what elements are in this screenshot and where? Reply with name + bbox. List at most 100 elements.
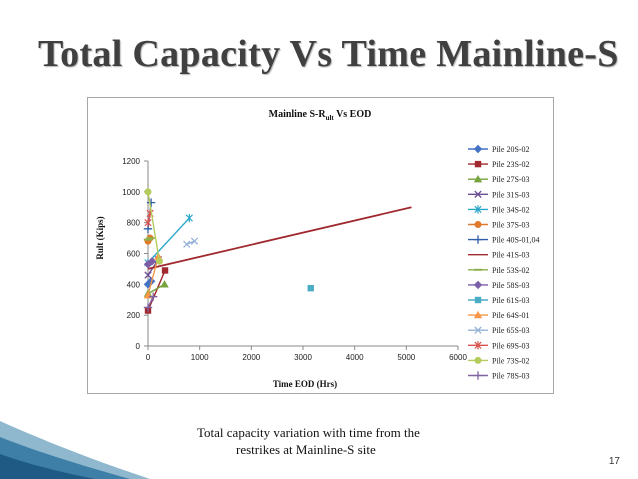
legend-item: Pile 20S-02: [468, 144, 530, 154]
legend-label: Pile 41S-03: [492, 251, 530, 260]
data-point: [474, 221, 482, 228]
legend-item: Pile 61S-03: [468, 296, 530, 305]
series-line: [147, 191, 161, 262]
legend: Pile 20S-02 Pile 23S-02 Pile 27S-03 Pile 31…: [468, 144, 540, 381]
data-point: [473, 144, 483, 154]
chart-title: Mainline S-Rult Vs EOD: [269, 109, 372, 122]
plot-layer: 0 200 400 600 800 1000 1200 0 1000 2000 3000 4000 50…: [122, 157, 467, 362]
series-8: [143, 237, 155, 241]
series-15: [143, 292, 158, 312]
legend-label: Pile 37S-03: [492, 221, 530, 230]
legend-item: Pile 37S-03: [468, 221, 530, 230]
series-14: [144, 188, 163, 265]
legend-item: Pile 69S-03: [468, 341, 530, 350]
x-tick-label: 0: [146, 353, 151, 362]
data-point: [190, 237, 199, 245]
data-point: [161, 267, 169, 274]
data-point: [473, 235, 483, 244]
corner-decoration: [0, 421, 150, 479]
x-tick-label: 1000: [191, 353, 209, 362]
legend-item: Pile 31S-03: [468, 190, 530, 199]
legend-label: Pile 20S-02: [492, 145, 530, 154]
legend-item: Pile 41S-03: [468, 251, 530, 260]
data-point: [144, 271, 152, 279]
legend-label: Pile 27S-03: [492, 175, 530, 184]
y-tick-label: 600: [127, 250, 141, 259]
y-tick-label: 1200: [122, 157, 140, 166]
chart-svg: Mainline S-Rult Vs EOD Time EOD (Hrs) Ru…: [95, 109, 540, 389]
series-7: [147, 206, 412, 270]
data-point: [473, 175, 483, 183]
chart-title-subscript: ult: [326, 114, 335, 122]
series-line: [147, 270, 166, 311]
legend-label: Pile 61S-03: [492, 296, 530, 305]
y-axis-label: Rult (Kips): [95, 216, 105, 259]
slide-title: Total Capacity Vs Time Mainline-S: [38, 33, 619, 75]
data-point: [474, 190, 482, 198]
data-point: [160, 280, 169, 288]
y-tick-label: 200: [127, 311, 141, 320]
x-tick-label: 5000: [397, 353, 415, 362]
x-tick-label: 3000: [294, 353, 312, 362]
y-tick-label: 0: [136, 342, 141, 351]
y-tick-label: 1000: [122, 188, 140, 197]
chart-title-suffix: Vs EOD: [334, 109, 372, 120]
data-point: [183, 240, 191, 248]
data-point: [307, 284, 314, 292]
legend-item: Pile 27S-03: [468, 175, 530, 184]
legend-label: Pile 65S-03: [492, 326, 530, 335]
series-line: [147, 206, 412, 270]
chart-frame: Mainline S-Rult Vs EOD Time EOD (Hrs) Ru…: [87, 97, 554, 394]
legend-label: Pile 73S-02: [492, 356, 530, 365]
page-number: 17: [608, 456, 620, 467]
data-point: [143, 303, 153, 312]
series-9: [143, 257, 157, 269]
legend-label: Pile 78S-03: [492, 372, 530, 381]
x-tick-label: 2000: [242, 353, 260, 362]
legend-item: Pile 53S-02: [468, 266, 530, 275]
legend-item: Pile 64S-01: [468, 310, 530, 320]
legend-label: Pile 40S-01,04: [492, 236, 540, 245]
series-10: [307, 284, 314, 292]
data-point: [474, 160, 482, 168]
data-point: [144, 188, 152, 196]
corner-wave-dark: [0, 454, 95, 479]
data-point: [474, 205, 482, 214]
series-12: [183, 237, 199, 248]
legend-item: Pile 23S-02: [468, 160, 530, 169]
data-point: [474, 341, 482, 350]
legend-item: Pile 40S-01,04: [468, 235, 540, 245]
data-point: [473, 310, 483, 319]
data-point: [148, 292, 158, 301]
legend-item: Pile 58S-03: [468, 280, 530, 290]
series-13: [144, 209, 154, 227]
legend-label: Pile 58S-03: [492, 281, 530, 290]
series-line: [147, 296, 154, 308]
legend-label: Pile 69S-03: [492, 341, 530, 350]
data-point: [144, 218, 152, 227]
caption: Total capacity variation with time from …: [180, 424, 500, 458]
y-tick-label: 400: [127, 280, 141, 289]
chart-title-main: Mainline S-R: [269, 109, 327, 120]
legend-item: Pile 34S-02: [468, 205, 530, 214]
caption-line-2: restrikes at Mainline-S site: [236, 442, 376, 457]
legend-label: Pile 23S-02: [492, 160, 530, 169]
x-tick-label: 6000: [449, 353, 467, 362]
legend-item: Pile 73S-02: [468, 356, 530, 365]
legend-item: Pile 78S-03: [468, 371, 530, 381]
data-point: [155, 257, 163, 265]
data-point: [474, 296, 482, 304]
legend-label: Pile 31S-03: [492, 190, 530, 199]
y-tick-label: 800: [127, 219, 141, 228]
data-point: [473, 280, 483, 290]
data-point: [147, 257, 157, 266]
caption-line-1: Total capacity variation with time from …: [197, 425, 420, 440]
x-tick-label: 4000: [346, 353, 364, 362]
x-axis-label: Time EOD (Hrs): [273, 379, 337, 389]
legend-label: Pile 64S-01: [492, 311, 530, 320]
data-point: [146, 198, 156, 207]
data-point: [474, 326, 482, 334]
data-point: [474, 356, 482, 364]
data-point: [473, 371, 483, 380]
legend-item: Pile 65S-03: [468, 326, 530, 335]
